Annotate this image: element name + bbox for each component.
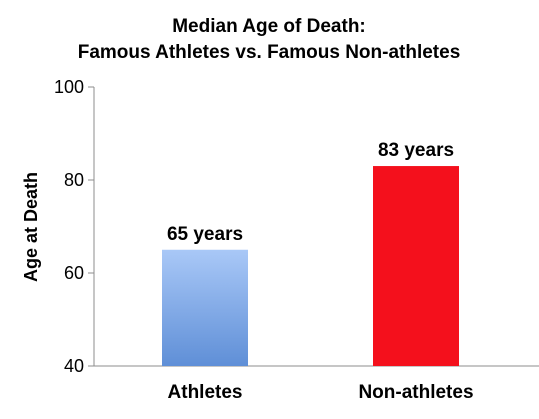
chart-title-line-1: Median Age of Death: [172, 16, 366, 37]
y-axis: 40 60 80 100 [54, 77, 539, 376]
y-tick-label: 40 [64, 356, 84, 376]
data-label-athletes: 65 years [167, 224, 243, 245]
bars [162, 166, 459, 366]
labels: 65 years Athletes 83 years Non-athletes [167, 140, 474, 403]
x-category-non-athletes: Non-athletes [358, 382, 473, 403]
y-tick-label: 60 [64, 263, 84, 283]
data-label-non-athletes: 83 years [378, 140, 454, 161]
y-tick-label: 100 [54, 77, 84, 97]
bar-non-athletes [373, 166, 459, 366]
x-category-athletes: Athletes [168, 382, 243, 403]
bar-athletes [162, 249, 248, 366]
y-axis-title: Age at Death [21, 172, 41, 282]
chart-title-line-2: Famous Athletes vs. Famous Non-athletes [78, 42, 461, 63]
y-tick-label: 80 [64, 170, 84, 190]
